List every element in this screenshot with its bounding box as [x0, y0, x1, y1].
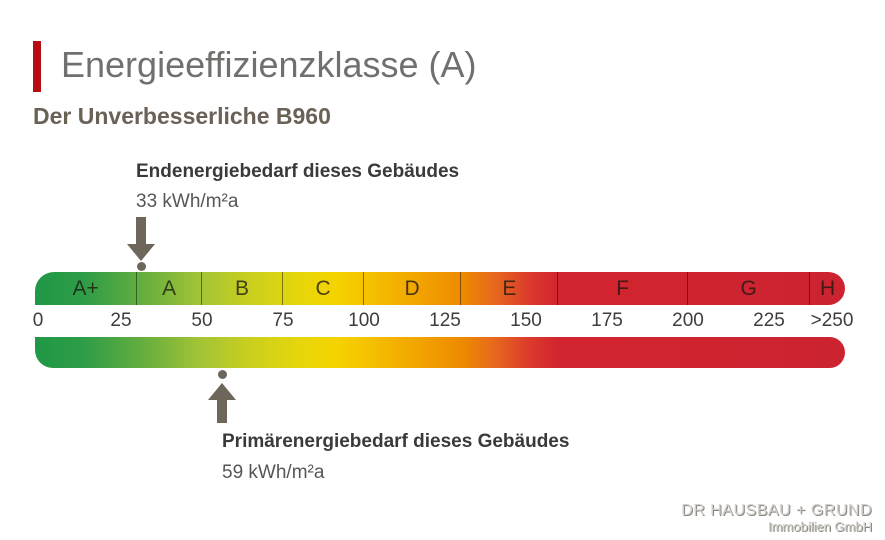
class-segment-a-plus: A+: [72, 276, 99, 300]
class-segment-b: B: [201, 272, 282, 305]
scale-tick: 25: [110, 310, 132, 331]
scale-tick: 150: [510, 310, 542, 331]
up-arrow-icon: [208, 383, 236, 400]
scale-tick: 50: [191, 310, 213, 331]
class-segment-g: G: [687, 272, 809, 305]
scale-tick: 0: [32, 310, 44, 331]
class-segment-d: D: [363, 272, 460, 305]
class-segment-e: E: [460, 272, 557, 305]
class-segment-c: C: [282, 272, 363, 305]
scale-tick: 75: [272, 310, 294, 331]
red-accent-bar: [33, 41, 41, 92]
company-legal-form: Immobilien GmbH: [767, 518, 872, 534]
end-energy-marker-dot: [137, 262, 146, 271]
class-segment-h: H: [809, 272, 845, 305]
scale-tick: >250: [810, 310, 854, 331]
scale-tick: 100: [348, 310, 380, 331]
company-name: DR HAUSBAU + GRUND: [681, 502, 872, 519]
down-arrow-icon: [127, 244, 155, 261]
primary-energy-value: 59 kWh/m²a: [222, 462, 325, 483]
end-energy-value: 33 kWh/m²a: [136, 191, 239, 212]
primary-energy-marker-dot: [218, 370, 227, 379]
property-name: Der Unverbesserliche B960: [33, 103, 331, 129]
class-segment-f: F: [557, 272, 687, 305]
scale-tick: 125: [429, 310, 461, 331]
scale-tick: 175: [591, 310, 623, 331]
lower-gradient-bar: [35, 337, 845, 368]
company-watermark: DR HAUSBAU + GRUND Immobilien GmbH: [681, 502, 872, 534]
end-energy-label: Endenergiebedarf dieses Gebäudes: [136, 161, 460, 182]
down-arrow-icon: [136, 217, 146, 244]
energy-class-bar: A+ A B C D E F G H: [35, 272, 845, 305]
class-segment-a: A: [136, 272, 201, 305]
scale-tick: 225: [753, 310, 785, 331]
scale-tick: 200: [672, 310, 704, 331]
page-title: Energieeffizienzklasse (A): [61, 44, 477, 85]
primary-energy-label: Primärenergiebedarf dieses Gebäudes: [222, 431, 570, 452]
up-arrow-icon: [217, 400, 227, 423]
